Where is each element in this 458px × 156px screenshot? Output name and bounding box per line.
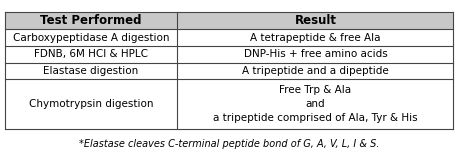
Bar [5, 29, 453, 46]
Text: A tripeptide and a dipeptide: A tripeptide and a dipeptide [242, 66, 389, 76]
Text: Carboxypeptidase A digestion: Carboxypeptidase A digestion [13, 33, 169, 43]
Text: Result: Result [294, 14, 337, 27]
Bar [5, 46, 453, 63]
Text: Test Performed: Test Performed [40, 14, 142, 27]
Text: Chymotrypsin digestion: Chymotrypsin digestion [29, 99, 153, 109]
Text: A tetrapeptide & free Ala: A tetrapeptide & free Ala [250, 33, 381, 43]
Text: *Elastase cleaves C-terminal peptide bond of G, A, V, L, I & S.: *Elastase cleaves C-terminal peptide bon… [79, 139, 379, 149]
Text: Free Trp & Ala
and
a tripeptide comprised of Ala, Tyr & His: Free Trp & Ala and a tripeptide comprise… [213, 85, 418, 123]
Bar [5, 63, 453, 79]
Text: FDNB, 6M HCl & HPLC: FDNB, 6M HCl & HPLC [34, 49, 148, 59]
Text: DNP-His + free amino acids: DNP-His + free amino acids [244, 49, 387, 59]
Text: Elastase digestion: Elastase digestion [44, 66, 139, 76]
Bar [5, 12, 453, 29]
Bar [5, 79, 453, 129]
